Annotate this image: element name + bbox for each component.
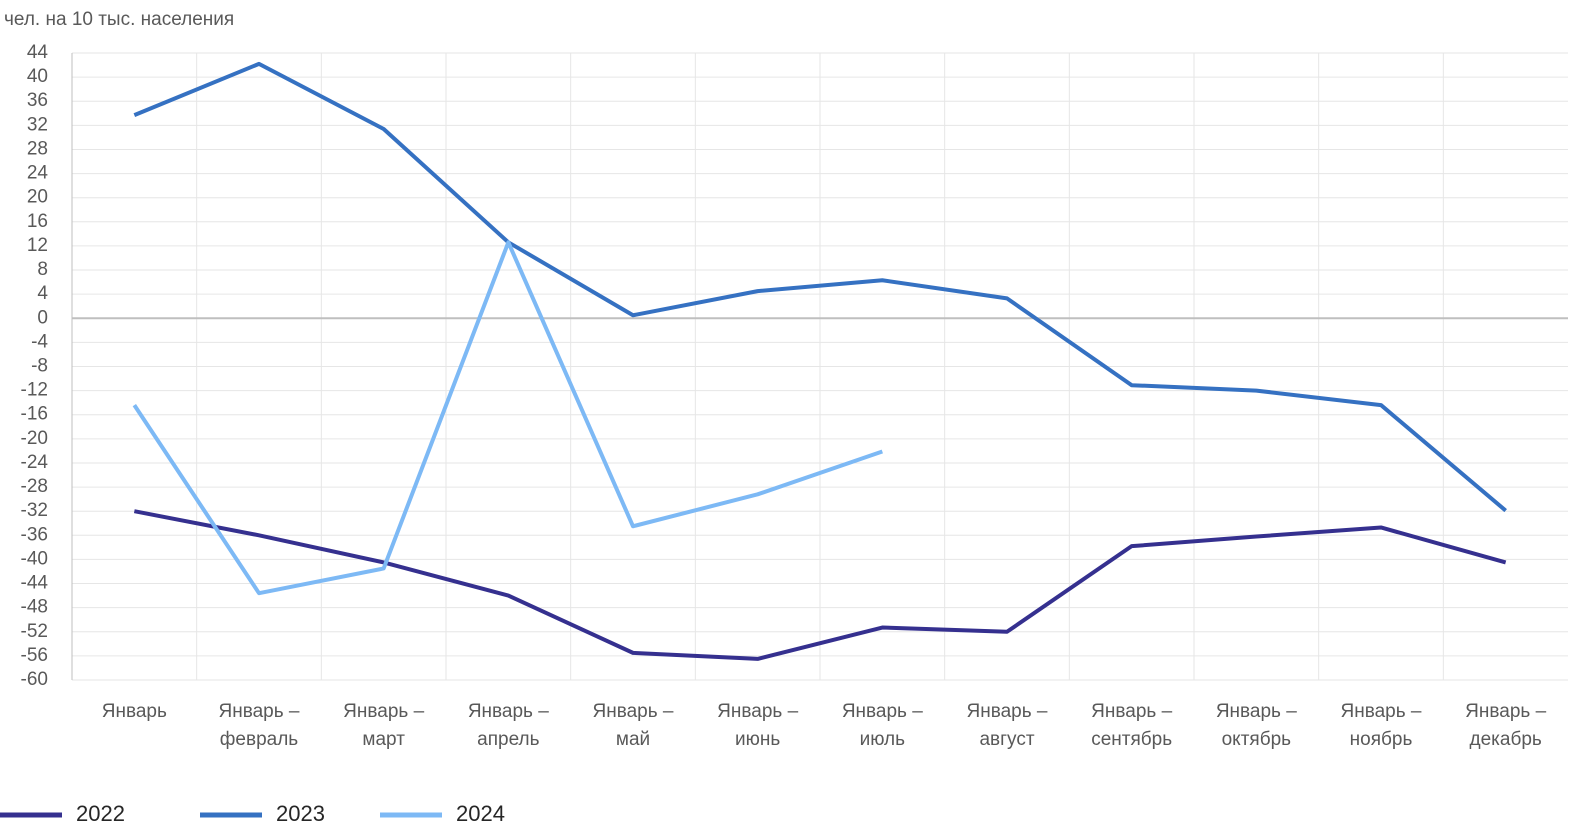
y-tick-label: 0	[37, 307, 48, 328]
y-tick-label: -12	[21, 380, 48, 401]
x-tick-label: Январь – сентябрь	[1091, 701, 1172, 750]
x-tick-label: Январь – август	[967, 701, 1048, 750]
x-tick-label: Январь – декабрь	[1465, 701, 1546, 750]
x-tick-label: Январь – октябрь	[1216, 701, 1297, 750]
y-tick-label: -24	[21, 452, 49, 473]
y-tick-label: 20	[27, 187, 48, 208]
y-tick-label: 16	[27, 211, 48, 232]
y-tick-label: -44	[21, 573, 49, 594]
y-tick-label: -28	[21, 476, 48, 497]
x-tick-label: Январь	[102, 701, 167, 722]
x-tick-label: Январь – май	[593, 701, 674, 750]
y-tick-label: -48	[21, 597, 48, 618]
series-line	[133, 509, 1507, 661]
legend: 2022 2023 2024	[0, 801, 505, 826]
y-tick-label: -36	[21, 524, 48, 545]
y-tick-label: 44	[27, 42, 49, 63]
y-tick-label: 4	[37, 283, 48, 304]
x-tick-label: Январь – март	[343, 701, 424, 750]
y-tick-label: -32	[21, 500, 48, 521]
y-tick-label: -8	[31, 356, 48, 377]
y-tick-label: 32	[27, 114, 48, 135]
y-tick-label: -4	[31, 331, 48, 352]
legend-label: 2022	[76, 801, 125, 826]
series-line	[132, 240, 883, 596]
axis-label: чел. на 10 тыс. населения	[4, 9, 234, 30]
legend-label: 2024	[456, 801, 505, 826]
y-tick-label: 8	[37, 259, 48, 280]
y-tick-label: -56	[21, 645, 48, 666]
legend-label: 2023	[276, 801, 325, 826]
y-tick-label: 12	[27, 235, 48, 256]
y-tick-label: 36	[27, 90, 48, 111]
y-tick-label: -40	[21, 548, 48, 569]
y-tick-label: -52	[21, 621, 48, 642]
x-tick-label: Январь – июль	[842, 701, 923, 750]
y-tick-label: -16	[21, 404, 48, 425]
y-tick-label: 24	[27, 163, 49, 184]
y-tick-label: -60	[21, 669, 48, 690]
y-tick-label: 40	[27, 66, 48, 87]
series-line	[133, 61, 1507, 513]
x-tick-label: Январь – апрель	[468, 701, 549, 750]
y-tick-label: 28	[27, 138, 48, 159]
x-tick-label: Январь – ноябрь	[1341, 701, 1422, 750]
x-tick-label: Январь – июнь	[717, 701, 798, 750]
x-tick-label: Январь – февраль	[219, 701, 300, 750]
y-tick-label: -20	[21, 428, 48, 449]
